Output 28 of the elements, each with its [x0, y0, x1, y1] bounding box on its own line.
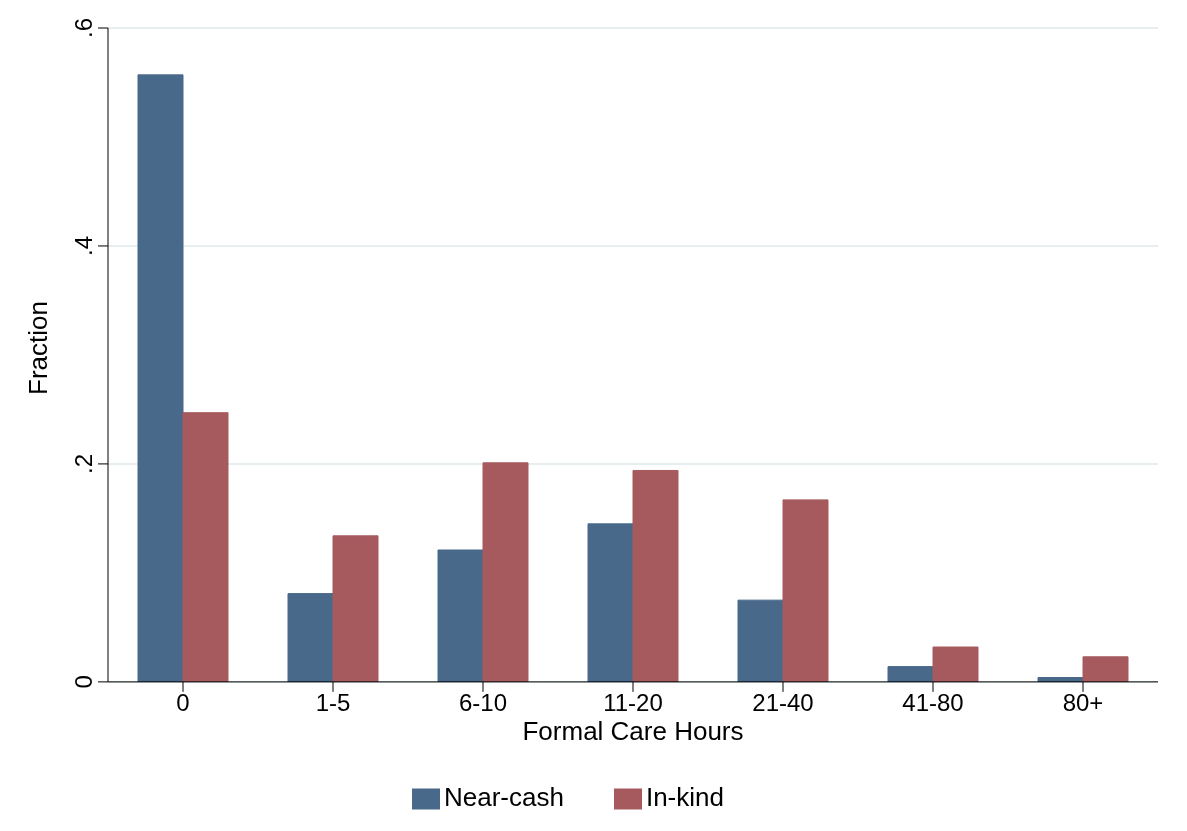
- legend-label: Near-cash: [444, 781, 564, 812]
- bar: [932, 646, 979, 682]
- bar: [1082, 656, 1129, 682]
- y-tick-label: .4: [70, 235, 97, 256]
- x-tick-label: 6-10: [458, 688, 508, 716]
- bar: [182, 412, 229, 682]
- bar: [332, 535, 379, 682]
- x-tick-label: 21-40: [752, 688, 814, 716]
- x-tick-label: 80+: [1062, 688, 1104, 716]
- y-axis-title: Fraction: [23, 301, 54, 395]
- bar: [782, 499, 829, 682]
- y-tick-label: .2: [70, 453, 97, 474]
- bar: [632, 469, 679, 682]
- bar: [437, 549, 484, 682]
- x-tick-label: 1-5: [315, 688, 351, 716]
- bar: [887, 666, 934, 682]
- x-tick-label: 41-80: [902, 688, 964, 716]
- x-tick-label: 11-20: [603, 688, 663, 716]
- x-tick-label: 0: [176, 688, 190, 716]
- bar: [482, 462, 529, 682]
- y-tick-label: .6: [70, 17, 97, 39]
- x-axis-title: Formal Care Hours: [522, 715, 744, 746]
- legend-label: In-kind: [645, 781, 724, 812]
- bar: [737, 599, 784, 682]
- bar: [287, 593, 334, 682]
- y-tick-label: 0: [70, 675, 97, 689]
- bar: [137, 74, 184, 682]
- bar: [587, 523, 634, 682]
